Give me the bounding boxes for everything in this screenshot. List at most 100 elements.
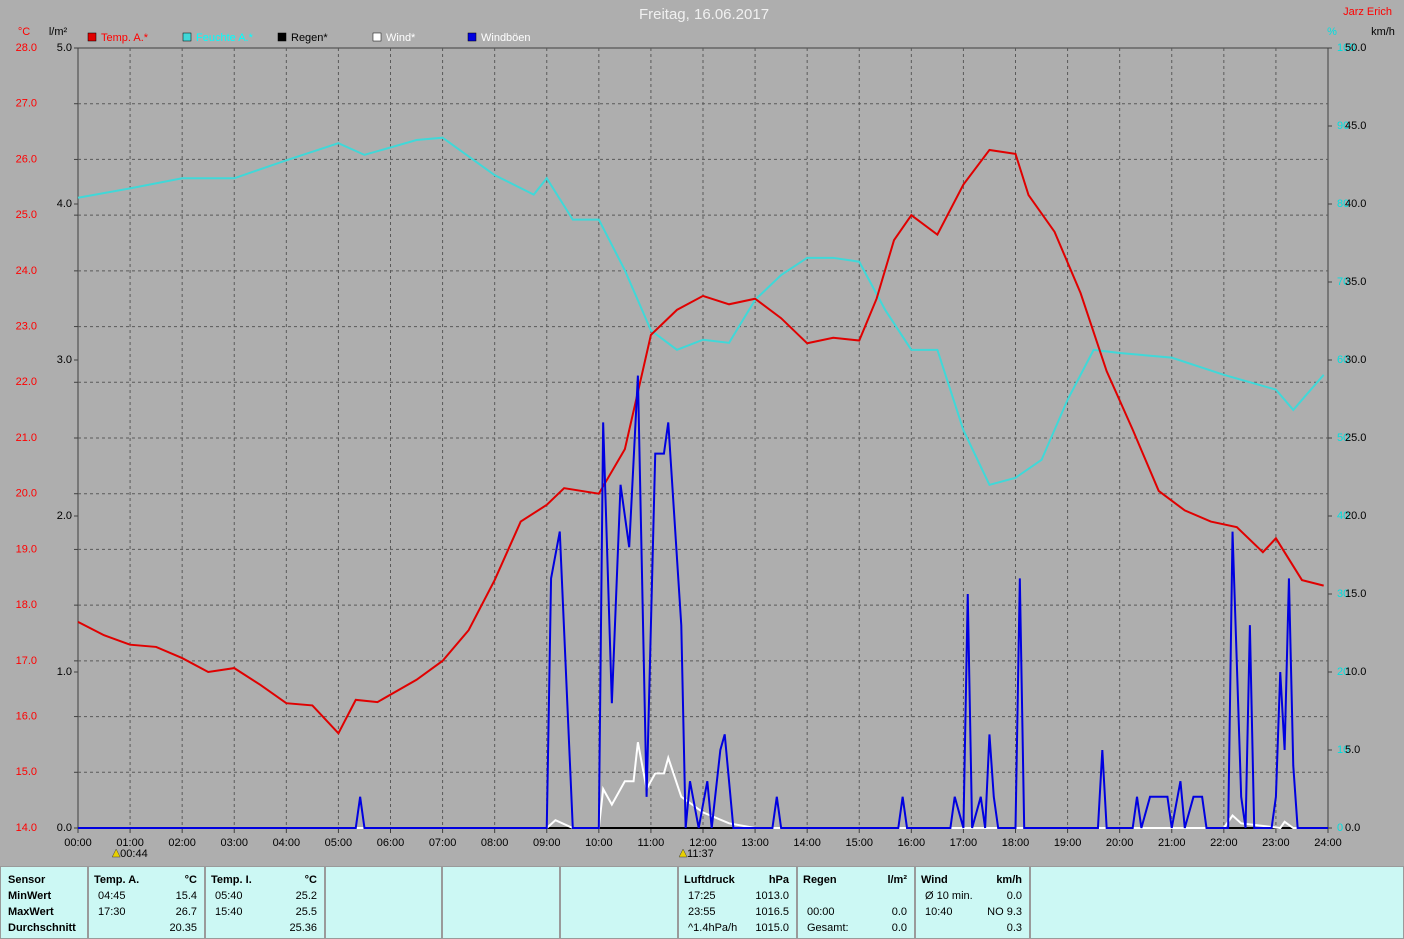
y-tick-label: 28.0	[16, 42, 37, 54]
cell-right: 20.35	[169, 922, 197, 934]
y-tick-label: 80	[1337, 198, 1349, 210]
y-tick-label: 45.0	[1345, 120, 1366, 132]
panel-title: Temp. A.	[94, 874, 139, 886]
x-tick-label: 11:00	[638, 837, 665, 849]
y-tick-label: 90	[1337, 120, 1349, 132]
x-tick-label: 01:00	[116, 837, 144, 849]
cell-right: 0.0	[892, 922, 907, 934]
x-tick-label: 16:00	[898, 837, 926, 849]
y-tick-label: 0.0	[57, 822, 72, 834]
y-tick-label: 4.0	[57, 198, 72, 210]
x-tick-label: 09:00	[533, 837, 561, 849]
legend-swatch	[467, 32, 477, 42]
x-tick-label: 24:00	[1314, 837, 1342, 849]
x-tick-label: 23:00	[1262, 837, 1290, 849]
cell-left: 00:00	[807, 906, 835, 918]
panel-title: Luftdruck	[684, 874, 736, 886]
y-tick-label: 22.0	[16, 376, 37, 388]
axis-unit: km/h	[1371, 26, 1395, 38]
x-tick-label: 13:00	[741, 837, 769, 849]
cell-left: 23:55	[688, 906, 716, 918]
y-tick-label: 25.0	[16, 209, 37, 221]
panel-unit: °C	[185, 874, 197, 886]
y-tick-label: 26.0	[16, 153, 37, 165]
x-tick-label: 14:00	[793, 837, 821, 849]
row-label: MaxWert	[8, 906, 54, 918]
x-tick-label: 21:00	[1158, 837, 1186, 849]
y-tick-label: 70	[1337, 276, 1349, 288]
y-tick-label: 20	[1337, 666, 1349, 678]
row-label: MinWert	[8, 890, 52, 902]
cell-left: Ø 10 min.	[925, 890, 973, 902]
x-tick-label: 20:00	[1106, 837, 1134, 849]
panel-title: Temp. I.	[211, 874, 252, 886]
cell-left: Gesamt:	[807, 922, 849, 934]
series-line	[78, 375, 1328, 829]
y-tick-label: 25.0	[1345, 432, 1366, 444]
legend-label: Temp. A.*	[101, 32, 149, 44]
cell-left: 05:40	[215, 890, 243, 902]
cell-right: 0.0	[1007, 890, 1022, 902]
y-tick-label: 40.0	[1345, 198, 1366, 210]
y-tick-label: 5.0	[57, 42, 72, 54]
y-tick-label: 5.0	[1345, 744, 1360, 756]
cell-left: 15:40	[215, 906, 243, 918]
y-tick-label: 1.0	[57, 666, 72, 678]
y-tick-label: 19.0	[16, 543, 37, 555]
cell-right: 1016.5	[755, 906, 789, 918]
y-tick-label: 14.0	[16, 822, 37, 834]
panel-unit: hPa	[769, 874, 790, 886]
y-tick-label: 10	[1337, 744, 1349, 756]
x-tick-label: 08:00	[481, 837, 509, 849]
row-label: Sensor	[8, 874, 46, 886]
cell-right: 25.5	[296, 906, 317, 918]
row-label: Durchschnitt	[8, 922, 76, 934]
y-tick-label: 23.0	[16, 320, 37, 332]
summary-background	[0, 866, 1404, 939]
x-tick-label: 04:00	[273, 837, 301, 849]
y-tick-label: 30.0	[1345, 354, 1366, 366]
chart-title: Freitag, 16.06.2017	[639, 6, 769, 23]
cell-right: 26.7	[176, 906, 197, 918]
panel-unit: km/h	[996, 874, 1022, 886]
y-tick-label: 40	[1337, 510, 1349, 522]
x-tick-label: 03:00	[220, 837, 248, 849]
x-tick-label: 07:00	[429, 837, 457, 849]
y-tick-label: 60	[1337, 354, 1349, 366]
legend-swatch	[87, 32, 97, 42]
axis-unit: %	[1327, 26, 1337, 38]
x-tick-label: 02:00	[168, 837, 196, 849]
legend-label: Wind*	[386, 32, 416, 44]
x-tick-label: 12:00	[689, 837, 717, 849]
x-tick-label: 17:00	[950, 837, 978, 849]
legend-label: Feuchte A.*	[196, 32, 254, 44]
series-line	[77, 148, 1324, 736]
y-tick-label: 15.0	[1345, 588, 1366, 600]
y-tick-label: 21.0	[16, 432, 37, 444]
y-tick-label: 20.0	[1345, 510, 1366, 522]
annotation-label: 11:37	[687, 848, 714, 860]
axis-unit: °C	[18, 26, 30, 38]
y-tick-label: 50	[1337, 432, 1349, 444]
x-tick-label: 10:00	[585, 837, 613, 849]
legend-label: Regen*	[291, 32, 328, 44]
y-tick-label: 27.0	[16, 98, 37, 110]
y-tick-label: 18.0	[16, 599, 37, 611]
legend-swatch	[372, 32, 382, 42]
legend-swatch	[277, 32, 287, 42]
y-tick-label: 24.0	[16, 265, 37, 277]
panel-title: Wind	[921, 874, 948, 886]
cell-left: ^1.4hPa/h	[688, 922, 737, 934]
author: Jarz Erich	[1343, 6, 1392, 18]
cell-left: 17:25	[688, 890, 716, 902]
x-tick-label: 00:00	[64, 837, 92, 849]
y-tick-label: 2.0	[57, 510, 72, 522]
y-tick-label: 20.0	[16, 488, 37, 500]
y-tick-label: 50.0	[1345, 42, 1366, 54]
x-tick-label: 22:00	[1210, 837, 1238, 849]
annotation-icon	[111, 848, 121, 858]
cell-right: 1015.0	[755, 922, 789, 934]
y-tick-label: 0.0	[1345, 822, 1360, 834]
x-tick-label: 05:00	[325, 837, 353, 849]
